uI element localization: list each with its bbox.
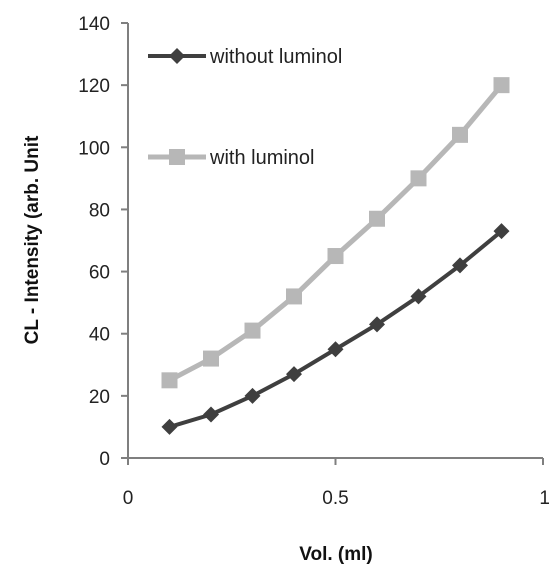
data-point-diamond — [493, 223, 510, 240]
y-tick-label: 80 — [89, 200, 110, 221]
legend-item-without-luminol: without luminol — [148, 46, 342, 68]
y-ticks: 0 20 40 60 80 100 120 140 — [78, 14, 128, 470]
series-group — [161, 77, 510, 435]
legend: without luminol with luminol — [148, 46, 342, 169]
data-point-diamond — [169, 48, 185, 64]
axes — [127, 23, 543, 459]
data-point-square — [410, 170, 427, 187]
y-tick-label: 140 — [78, 14, 110, 35]
x-ticks: 0 0.5 1 — [123, 458, 550, 509]
series-without-luminol — [161, 223, 510, 435]
legend-label: with luminol — [209, 147, 314, 169]
data-point-square — [369, 210, 385, 227]
data-point-square — [244, 322, 261, 339]
data-point-diamond — [452, 257, 468, 274]
data-point-square — [161, 372, 178, 389]
y-tick-label: 40 — [89, 325, 110, 346]
y-tick-label: 60 — [89, 263, 110, 284]
data-point-square — [452, 126, 468, 143]
y-tick-label: 20 — [89, 387, 110, 408]
y-tick-label: 0 — [99, 449, 110, 470]
data-point-square — [286, 288, 302, 305]
y-tick-label: 100 — [78, 138, 110, 159]
data-point-square — [493, 77, 510, 94]
data-point-diamond — [161, 418, 178, 435]
data-point-diamond — [203, 406, 219, 423]
data-point-diamond — [244, 387, 261, 404]
data-point-square — [203, 350, 219, 367]
y-axis-title: CL - Intensity (arb. Unit — [22, 135, 43, 344]
data-point-diamond — [286, 366, 302, 383]
x-axis-title: Vol. (ml) — [299, 544, 373, 565]
data-point-square — [169, 149, 185, 165]
y-tick-label: 120 — [78, 76, 110, 97]
x-tick-label: 0 — [123, 488, 134, 509]
data-point-diamond — [369, 316, 385, 333]
data-point-diamond — [410, 288, 427, 305]
x-tick-label: 1 — [539, 488, 550, 509]
series-line — [168, 83, 504, 383]
data-point-square — [327, 248, 344, 265]
data-point-diamond — [327, 341, 344, 358]
legend-item-with-luminol: with luminol — [148, 147, 314, 169]
series-with-luminol — [161, 77, 510, 389]
legend-label: without luminol — [209, 46, 342, 68]
x-tick-label: 0.5 — [322, 488, 348, 509]
